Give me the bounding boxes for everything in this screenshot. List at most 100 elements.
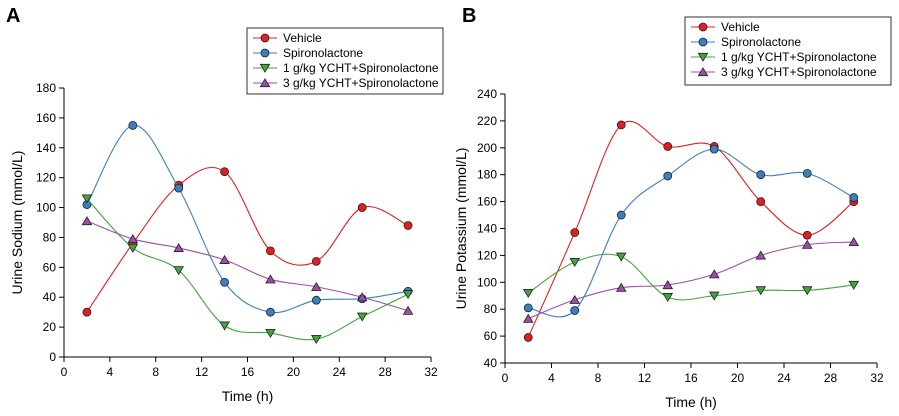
y-tick-label: 100 [477, 275, 497, 289]
series-spironolactone [82, 120, 413, 317]
x-tick-label: 16 [241, 365, 255, 379]
y-tick-label: 240 [477, 87, 497, 101]
data-point [570, 306, 580, 315]
data-point [174, 183, 184, 193]
panel-a-chart: A 0 20 40 60 80 100 120 140 160 180 0 4 8 12 16 20 24 28 32… [6, 5, 444, 404]
x-tick-label: 8 [595, 371, 602, 385]
legend-label: 1 g/kg YCHT+Spironolactone [721, 50, 877, 64]
x-tick-label: 12 [638, 371, 652, 385]
legend-label: 3 g/kg YCHT+Spironolactone [283, 76, 439, 90]
x-tick-label: 0 [61, 365, 68, 379]
data-point [265, 329, 276, 339]
legend-marker [260, 48, 270, 58]
data-point [127, 234, 139, 244]
data-point [616, 210, 626, 220]
data-point [522, 313, 534, 323]
data-point [756, 197, 766, 207]
y-tick-label: 0 [49, 350, 56, 364]
legend-label: Vehicle [283, 31, 322, 45]
y-tick-label: 60 [43, 260, 57, 274]
x-tick-label: 8 [152, 365, 159, 379]
series-line-1-g-kg-ycht-spironolactone [527, 253, 854, 301]
y-tick-label: 80 [43, 230, 57, 244]
x-tick-label: 28 [824, 371, 838, 385]
data-point [708, 291, 720, 301]
x-tick-label: 4 [548, 371, 555, 385]
data-point [173, 266, 184, 276]
x-tick-label: 0 [502, 371, 509, 385]
data-point [708, 269, 720, 279]
x-tick-label: 28 [378, 365, 392, 379]
panel-letter: A [6, 5, 20, 27]
x-axis-title: Time (h) [665, 394, 717, 410]
x-tick-label: 12 [195, 365, 209, 379]
x-axis-title: Time (h) [222, 388, 274, 404]
data-point [82, 307, 92, 317]
y-tick-label: 40 [43, 290, 57, 304]
series-line-spironolactone [528, 148, 855, 318]
legend-label: Spironolactone [721, 35, 801, 49]
y-tick-label: 120 [36, 171, 56, 185]
y-tick-label: 40 [484, 356, 498, 370]
data-point [357, 203, 367, 212]
data-point [127, 243, 139, 253]
data-point [402, 305, 414, 315]
y-tick-label: 100 [36, 201, 56, 215]
legend-marker [697, 52, 709, 62]
panel-letter: B [462, 5, 476, 27]
data-point [663, 171, 673, 181]
legend-label: 3 g/kg YCHT+Spironolactone [721, 65, 877, 79]
data-point [403, 221, 413, 230]
data-point [81, 216, 93, 226]
legend-marker [698, 22, 708, 32]
y-tick-label: 140 [477, 222, 497, 236]
data-point [615, 282, 627, 292]
y-tick-label: 140 [36, 141, 56, 155]
y-axis-title: Urine Sodium (mmol/L) [9, 151, 25, 295]
legend-marker [697, 67, 709, 77]
x-tick-label: 32 [870, 371, 884, 385]
data-point [220, 277, 229, 287]
data-point [311, 295, 321, 305]
data-point [220, 167, 229, 177]
data-point [802, 168, 812, 178]
series-1-g-kg-ycht-spironolactone [522, 252, 860, 303]
y-tick-label: 220 [477, 114, 497, 128]
legend-label: 1 g/kg YCHT+Spironolactone [283, 61, 439, 75]
y-tick-label: 120 [477, 248, 497, 262]
data-point [662, 280, 674, 290]
series-3-g-kg-ycht-spironolactone [81, 216, 414, 315]
legend-marker [698, 37, 708, 47]
data-point [755, 286, 767, 296]
y-tick-label: 160 [36, 111, 56, 125]
data-point [801, 239, 813, 249]
data-point [848, 237, 860, 247]
data-point [755, 250, 767, 260]
series-line-3-g-kg-ycht-spironolactone [86, 220, 409, 312]
data-point [570, 228, 580, 237]
legend-marker [259, 63, 271, 73]
data-point [311, 281, 322, 291]
data-point [801, 286, 813, 296]
data-point [266, 246, 275, 256]
y-tick-label: 60 [484, 329, 498, 343]
series-vehicle [523, 120, 859, 342]
data-point [523, 333, 533, 342]
data-point [523, 303, 533, 313]
y-tick-label: 20 [43, 320, 57, 334]
data-point [266, 307, 275, 317]
y-axis-title: Urine Potassium (mmol/L) [453, 148, 469, 310]
data-point [848, 280, 860, 290]
series-line-3-g-kg-ycht-spironolactone [528, 241, 854, 320]
data-point [802, 230, 812, 240]
data-point [356, 292, 368, 302]
x-tick-label: 32 [424, 365, 438, 379]
data-point [569, 294, 581, 304]
data-point [522, 288, 534, 298]
series-1-g-kg-ycht-spironolactone [81, 194, 414, 344]
data-point [219, 254, 230, 264]
data-point [356, 312, 368, 322]
